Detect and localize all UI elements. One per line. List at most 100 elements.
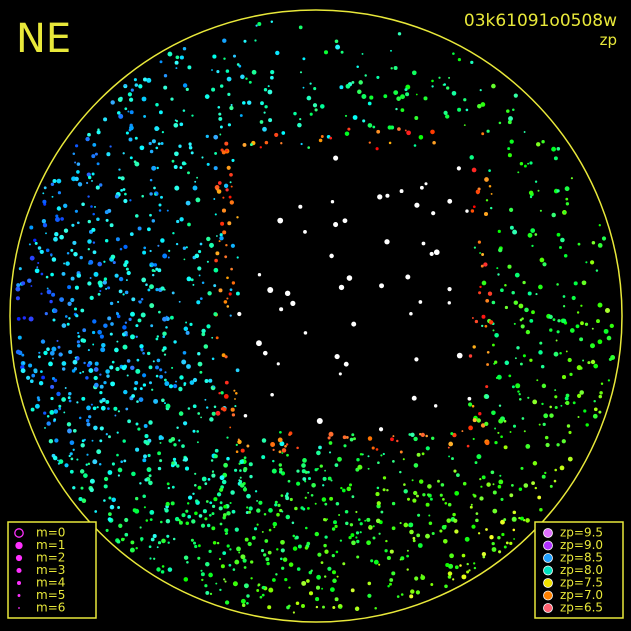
star <box>55 214 59 218</box>
star <box>372 125 376 129</box>
star <box>241 603 246 608</box>
star <box>87 239 92 244</box>
star <box>173 340 177 344</box>
star <box>78 416 82 420</box>
star <box>368 141 371 144</box>
star <box>206 162 210 166</box>
star <box>90 403 93 406</box>
star <box>155 146 159 150</box>
star <box>93 382 99 388</box>
star <box>122 439 126 443</box>
star <box>590 343 595 349</box>
star <box>277 437 283 443</box>
star <box>148 365 153 370</box>
star <box>140 312 146 318</box>
star <box>219 487 224 492</box>
star <box>124 532 129 537</box>
star <box>569 372 573 377</box>
star <box>376 504 381 509</box>
star <box>215 187 219 191</box>
star <box>548 314 553 320</box>
star <box>351 495 355 499</box>
star <box>223 578 226 581</box>
star <box>437 479 440 483</box>
star <box>135 335 138 339</box>
star <box>418 300 423 304</box>
star <box>303 331 308 335</box>
star <box>315 605 319 609</box>
star <box>89 295 94 301</box>
star <box>46 287 49 290</box>
star <box>287 479 291 483</box>
star <box>195 499 199 503</box>
star <box>223 183 229 188</box>
star <box>399 470 402 474</box>
star <box>222 196 225 199</box>
star <box>304 546 309 550</box>
star <box>153 270 156 273</box>
star <box>167 256 170 259</box>
star <box>396 595 400 598</box>
star <box>71 176 77 182</box>
star <box>70 457 74 461</box>
star <box>400 94 405 100</box>
star <box>201 328 206 334</box>
star <box>284 444 287 448</box>
star <box>117 111 121 115</box>
star <box>279 430 282 434</box>
star <box>288 433 292 436</box>
star <box>591 327 594 330</box>
star <box>135 324 139 328</box>
star <box>68 349 73 355</box>
star <box>183 258 186 261</box>
star <box>63 262 66 265</box>
star <box>422 493 426 497</box>
star <box>258 500 263 505</box>
star <box>218 288 223 293</box>
star <box>175 67 178 70</box>
star <box>309 112 313 116</box>
star <box>141 277 147 283</box>
star <box>416 452 421 457</box>
star <box>335 550 339 554</box>
star <box>504 305 508 310</box>
star <box>553 156 558 161</box>
star <box>15 296 20 301</box>
star <box>338 284 345 291</box>
star <box>172 232 175 235</box>
star <box>85 376 89 380</box>
star <box>390 49 392 52</box>
star <box>103 323 108 328</box>
star <box>187 222 191 227</box>
magnitude-symbol <box>15 554 23 562</box>
star <box>478 412 482 416</box>
star <box>179 55 184 60</box>
star <box>263 512 267 516</box>
star <box>296 446 299 450</box>
star <box>556 147 561 151</box>
star <box>432 140 436 145</box>
star <box>74 209 78 213</box>
star <box>517 390 520 393</box>
star <box>118 276 124 282</box>
star <box>531 481 535 485</box>
star <box>29 379 34 384</box>
star <box>152 533 157 539</box>
star <box>468 402 473 407</box>
star <box>600 382 604 386</box>
star <box>254 39 257 42</box>
star <box>213 497 218 502</box>
star <box>517 171 520 174</box>
star <box>105 369 110 374</box>
star <box>277 503 281 507</box>
star <box>96 130 101 135</box>
star <box>242 558 247 563</box>
star <box>115 237 120 242</box>
star <box>308 591 314 596</box>
star <box>181 359 187 365</box>
star <box>188 142 192 146</box>
star <box>193 541 196 545</box>
star <box>135 496 139 501</box>
star <box>513 93 518 98</box>
star <box>116 539 121 544</box>
